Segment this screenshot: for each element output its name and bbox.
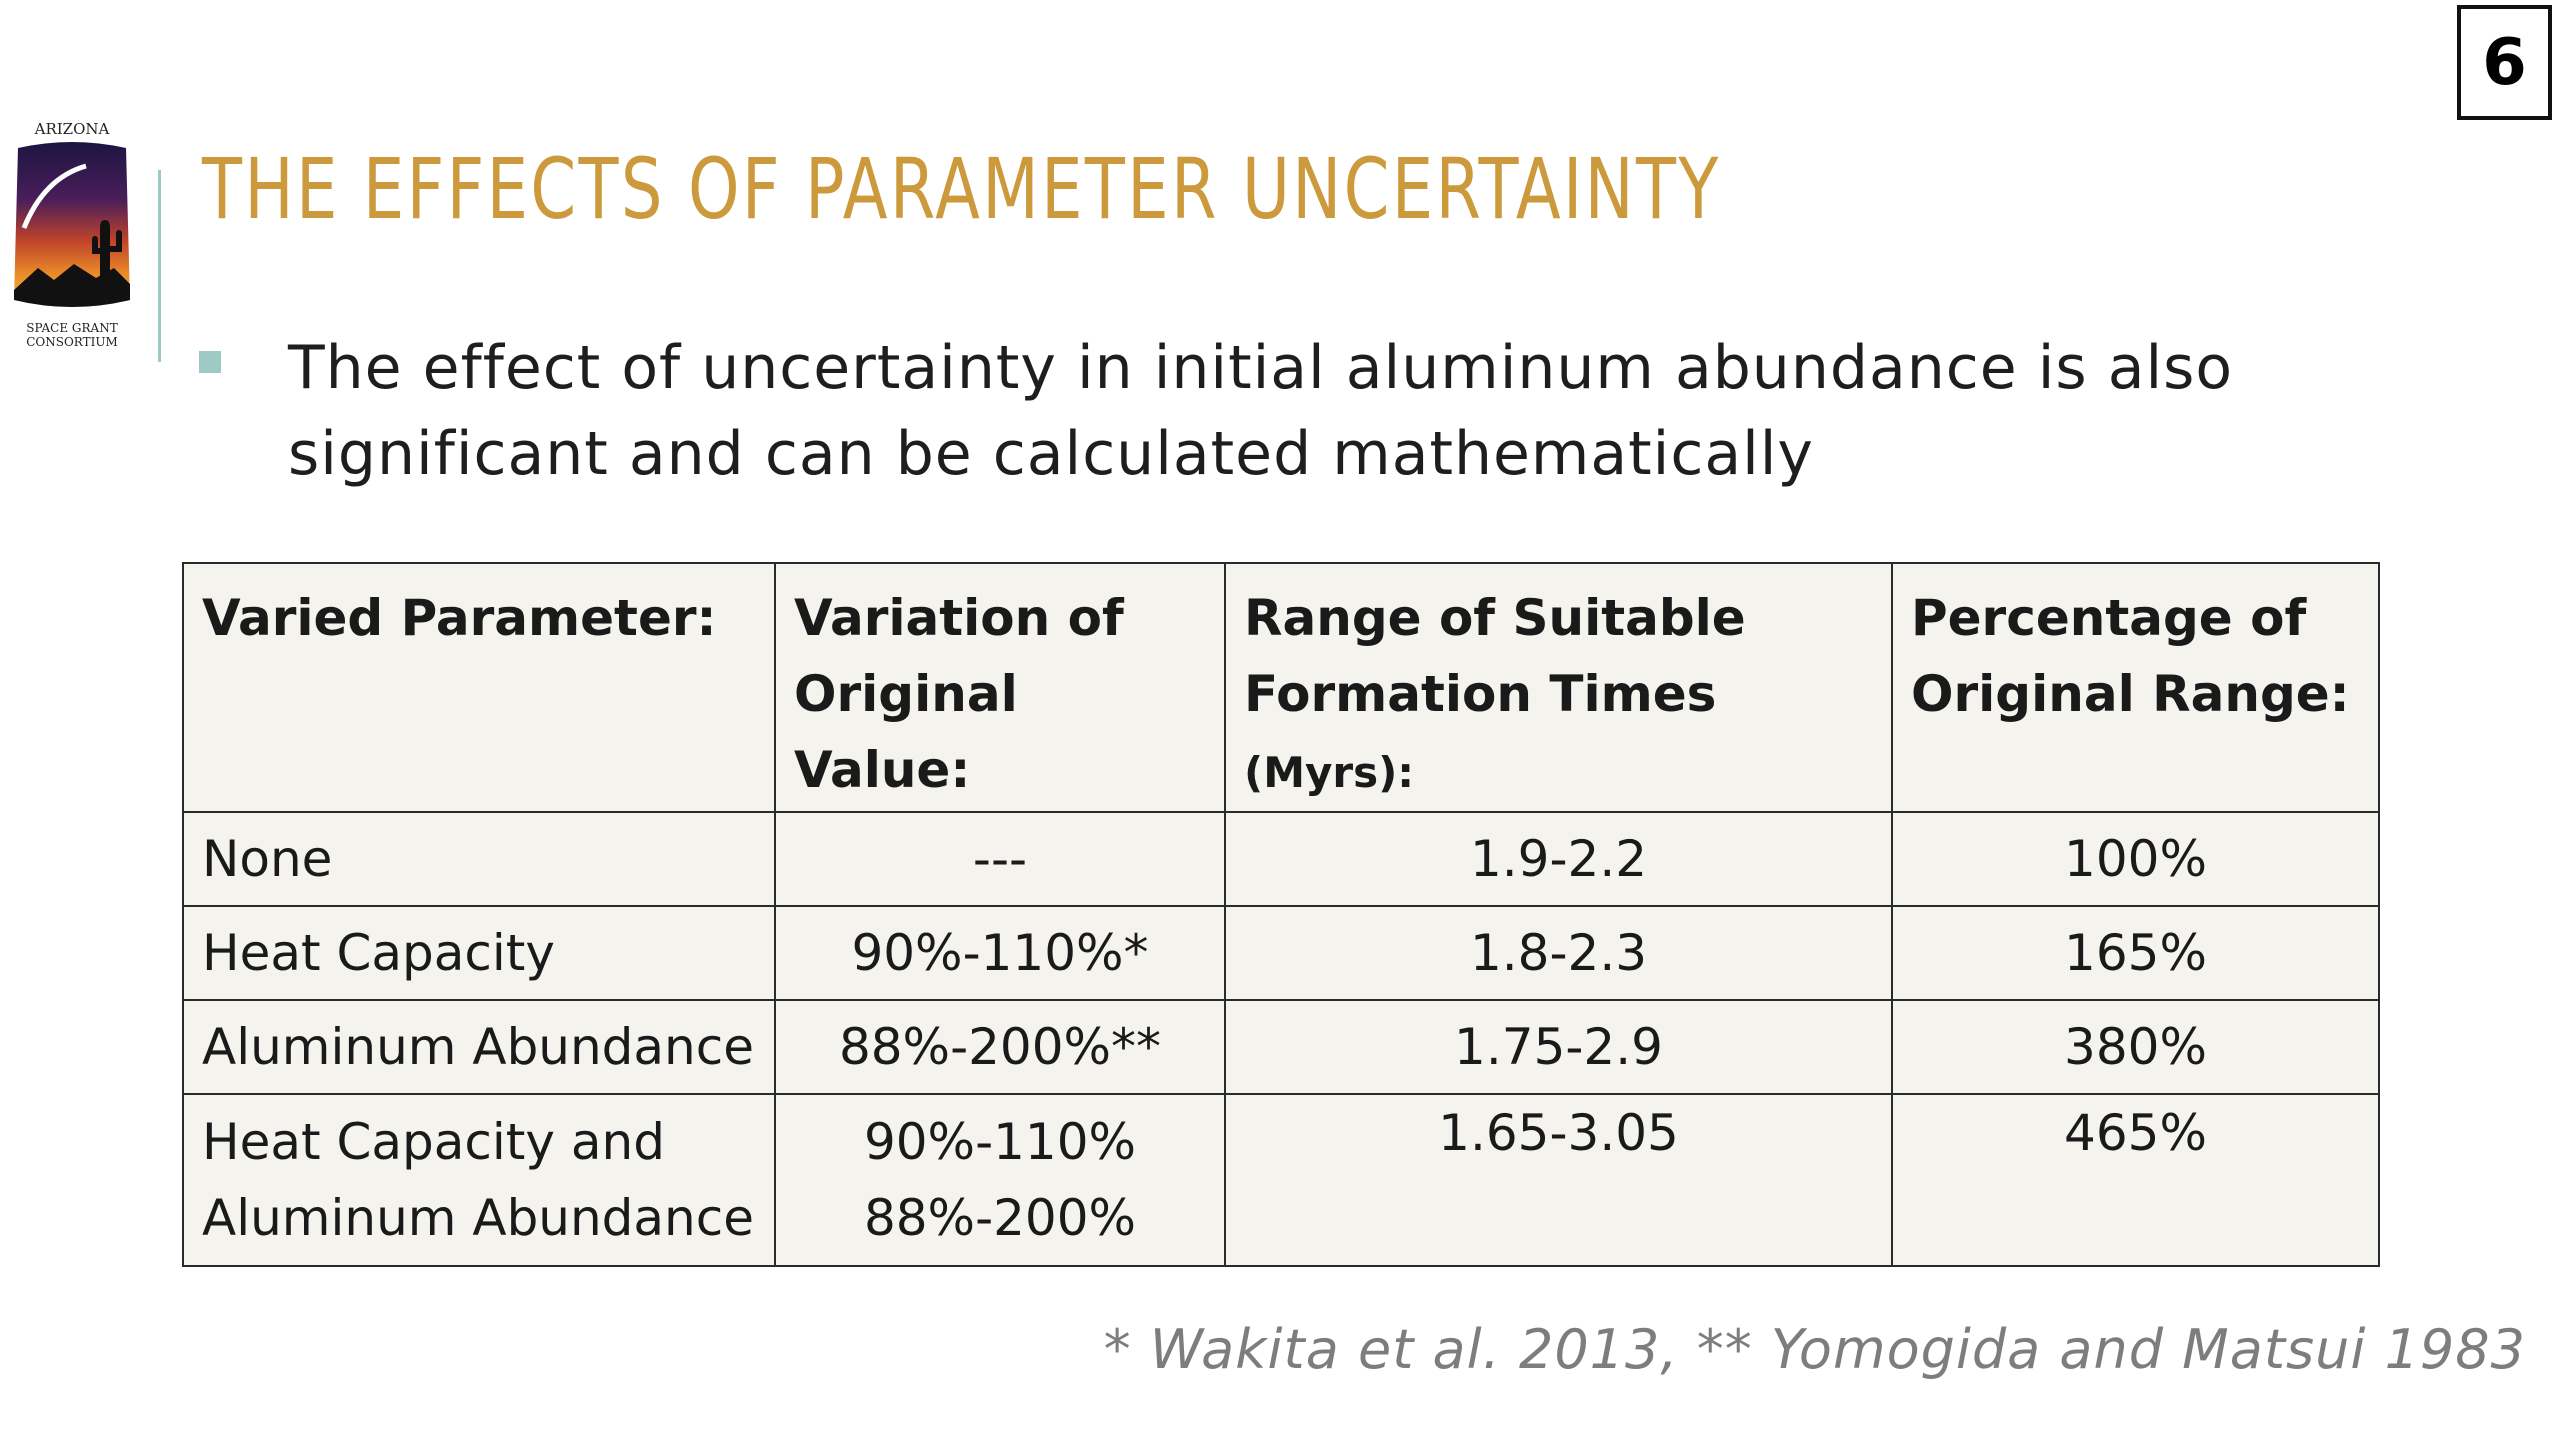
- table-header-row: Varied Parameter: Variation of Original …: [182, 562, 2380, 813]
- header-line: Varied Parameter:: [202, 589, 717, 647]
- header-line: Variation of: [794, 589, 1124, 647]
- slide-number: 6: [2457, 5, 2552, 120]
- citation-footnote: * Wakita et al. 2013, ** Yomogida and Ma…: [1103, 1318, 2526, 1381]
- cell-range: 1.75-2.9: [1224, 999, 1893, 1095]
- cell-percentage: 380%: [1891, 999, 2380, 1095]
- cell-variation: ---: [774, 811, 1226, 907]
- table-row-combined: Heat Capacity and Aluminum Abundance 90%…: [182, 1093, 2380, 1267]
- cell-variation: 88%-200%**: [774, 999, 1226, 1095]
- svg-text:CONSORTIUM: CONSORTIUM: [26, 335, 118, 349]
- cell-parameter: Aluminum Abundance: [182, 999, 776, 1095]
- header-line: Range of Suitable: [1244, 589, 1746, 647]
- header-varied-parameter: Varied Parameter:: [182, 562, 776, 813]
- header-line: Percentage of: [1911, 589, 2307, 647]
- arizona-space-grant-logo: ARIZONA SPACE GRANT CONSORTIUM: [14, 120, 130, 349]
- table-row: Aluminum Abundance 88%-200%** 1.75-2.9 3…: [182, 999, 2380, 1095]
- cell-range: 1.9-2.2: [1224, 811, 1893, 907]
- cell-parameter: None: [182, 811, 776, 907]
- header-line: Original Range:: [1911, 665, 2350, 723]
- header-variation: Variation of Original Value:: [774, 562, 1226, 813]
- cell-percentage: 465%: [1891, 1093, 2380, 1267]
- cell-parameter: Heat Capacity: [182, 905, 776, 1001]
- header-unit: (Myrs):: [1244, 748, 1415, 797]
- cell-variation: 90%-110% 88%-200%: [774, 1093, 1226, 1267]
- cell-variation: 90%-110%*: [774, 905, 1226, 1001]
- slide-title: THE EFFECTS OF PARAMETER UNCERTAINTY: [202, 140, 1721, 238]
- header-line: Formation Times: [1244, 665, 1717, 723]
- table-row: None --- 1.9-2.2 100%: [182, 811, 2380, 907]
- header-line-with-unit: Formation Times (Myrs):: [1244, 656, 1873, 811]
- cell-line: Heat Capacity and: [202, 1113, 665, 1171]
- svg-text:ARIZONA: ARIZONA: [34, 120, 110, 138]
- cell-range: 1.65-3.05: [1224, 1093, 1893, 1267]
- cell-line: 88%-200%: [863, 1189, 1137, 1247]
- cell-line: 90%-110%: [863, 1113, 1137, 1171]
- bullet-text: The effect of uncertainty in initial alu…: [288, 333, 2234, 489]
- cell-parameter: Heat Capacity and Aluminum Abundance: [182, 1093, 776, 1267]
- cell-line: Aluminum Abundance: [202, 1189, 755, 1247]
- svg-text:SPACE GRANT: SPACE GRANT: [26, 321, 117, 335]
- header-range: Range of Suitable Formation Times (Myrs)…: [1224, 562, 1893, 813]
- cell-percentage: 100%: [1891, 811, 2380, 907]
- cell-percentage: 165%: [1891, 905, 2380, 1001]
- logo-divider: [158, 170, 161, 362]
- header-percentage: Percentage of Original Range:: [1891, 562, 2380, 813]
- cell-range: 1.8-2.3: [1224, 905, 1893, 1001]
- bullet-marker: [199, 351, 221, 373]
- header-line: Original Value:: [794, 665, 1018, 799]
- table-row: Heat Capacity 90%-110%* 1.8-2.3 165%: [182, 905, 2380, 1001]
- parameter-table: Varied Parameter: Variation of Original …: [182, 562, 2380, 1267]
